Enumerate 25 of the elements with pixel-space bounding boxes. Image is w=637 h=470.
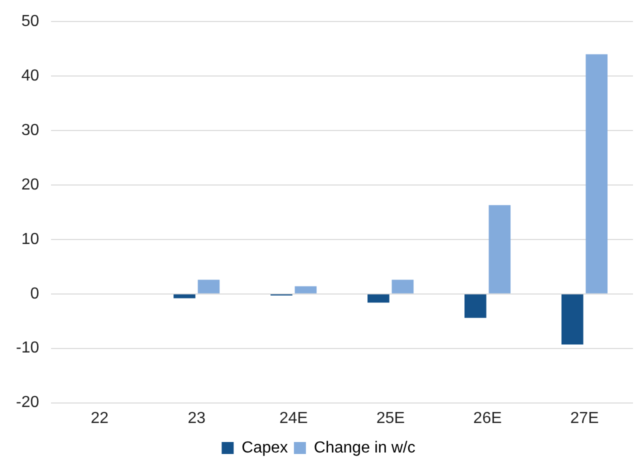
y-tick-label: -10 (16, 340, 40, 357)
y-tick-label: 30 (21, 122, 40, 139)
bar (464, 294, 486, 318)
x-tick-label: 22 (90, 410, 109, 427)
bar (392, 280, 414, 294)
y-tick-label: 10 (21, 230, 40, 248)
bar (586, 54, 608, 294)
bar (368, 294, 390, 303)
x-tick-label: 27E (570, 410, 599, 427)
y-tick-label: 40 (21, 67, 40, 84)
x-tick-label: 24E (279, 410, 308, 427)
x-tick-label: 26E (473, 410, 502, 427)
bar (294, 286, 317, 294)
x-tick-label: 23 (188, 410, 206, 427)
legend-label: Capex (242, 439, 288, 456)
bar (174, 294, 196, 298)
y-tick-label: 20 (21, 176, 40, 194)
legend-label: Change in w/c (314, 439, 416, 456)
y-tick-label: 0 (30, 285, 40, 302)
bar (561, 294, 584, 345)
x-tick-label: 25E (376, 410, 405, 427)
y-tick-label: 50 (21, 13, 40, 30)
bar (198, 280, 220, 294)
y-tick-label: -20 (16, 394, 40, 412)
bar (488, 205, 511, 294)
